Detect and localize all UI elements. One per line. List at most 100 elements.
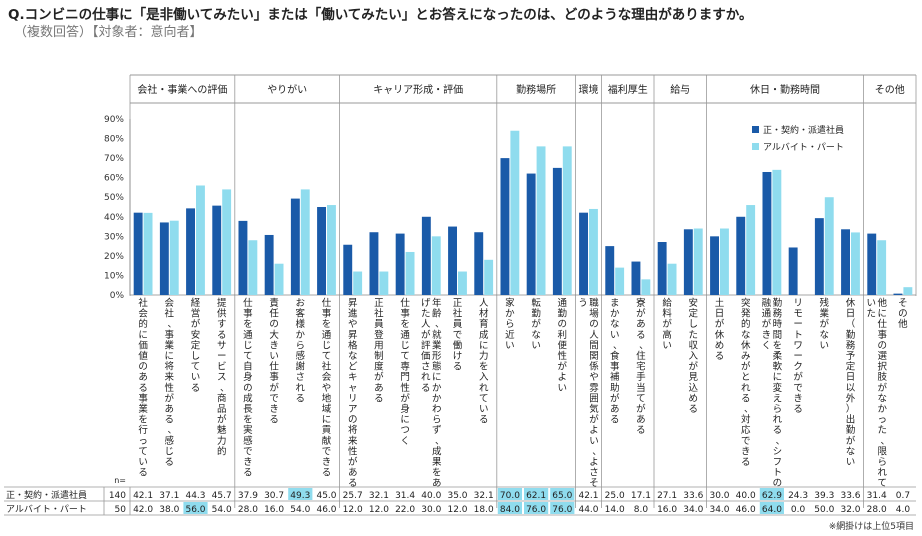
table-cell: 22.0	[395, 505, 415, 515]
bar	[395, 233, 405, 295]
bar	[143, 212, 153, 295]
bar	[317, 207, 326, 295]
bar	[693, 228, 703, 295]
table-cell: 12.0	[447, 505, 467, 515]
bar	[736, 216, 746, 295]
table-cell: 34.0	[709, 505, 729, 515]
table-cell: 84.0	[500, 505, 520, 515]
bar	[327, 205, 336, 295]
table-cell: 12.0	[343, 505, 363, 515]
table-n-value: 140	[109, 491, 126, 501]
y-tick-label: 90%	[104, 115, 124, 125]
table-cell: 76.0	[526, 505, 546, 515]
bar	[867, 233, 877, 295]
table-cell: 25.0	[605, 491, 625, 501]
bar	[605, 246, 615, 295]
category-label: 仕事を通じて自身の成長を実感できる	[243, 297, 253, 479]
table-cell: 46.0	[736, 505, 756, 515]
top5-highlight	[550, 502, 575, 514]
bar	[631, 261, 641, 295]
group-label: やりがい	[267, 83, 307, 96]
bar	[196, 185, 205, 295]
bar	[274, 263, 284, 295]
group-label: その他	[875, 83, 905, 96]
category-label: 他に仕事の選択肢がなかった、限られていた	[866, 297, 890, 489]
table-cell: 28.0	[867, 505, 887, 515]
category-label: 家から近い	[505, 297, 515, 351]
top5-highlight	[524, 502, 549, 514]
table-cell: 37.9	[238, 491, 258, 501]
top5-highlight	[524, 488, 549, 500]
bar	[431, 236, 441, 295]
table-cell: 30.0	[421, 505, 441, 515]
table-cell: 54.0	[290, 505, 310, 515]
table-cell: 35.0	[447, 491, 467, 501]
top5-highlight	[288, 488, 313, 500]
table-cell: 16.0	[264, 505, 284, 515]
bar	[746, 205, 756, 295]
table-cell: 32.1	[369, 491, 389, 501]
bar	[641, 279, 651, 295]
table-cell: 54.0	[212, 505, 232, 515]
category-label: 突発的な休みがとれる、対応できる	[741, 297, 754, 468]
bar	[169, 220, 179, 295]
group-label: 休日・勤務時間	[750, 83, 820, 96]
table-cell: 8.0	[634, 505, 649, 515]
table-cell: 25.7	[343, 491, 363, 501]
bar	[824, 197, 834, 295]
table-cell: 40.0	[736, 491, 756, 501]
group-label: 環境	[579, 83, 599, 96]
bar	[552, 167, 562, 295]
table-cell: 44.3	[185, 491, 205, 501]
group-label: 給与	[670, 83, 690, 96]
legend-label: 正・契約・派遣社員	[763, 124, 844, 136]
group-label: 勤務場所	[516, 83, 556, 96]
bar	[851, 232, 860, 295]
category-label: 提供するサービス、商品が魅力的	[217, 297, 230, 457]
bar	[500, 158, 510, 295]
table-row-label: 正・契約・派遣社員	[6, 489, 87, 501]
y-tick-label: 50%	[104, 193, 124, 203]
y-tick-label: 80%	[104, 135, 124, 145]
table-cell: 32.1	[474, 491, 494, 501]
category-label: お客様から感謝される	[296, 298, 306, 404]
bar	[343, 244, 353, 295]
category-label: 正社員登用制度がある	[374, 298, 384, 404]
bar	[667, 263, 677, 295]
category-label: 経営が安定している	[191, 297, 201, 394]
y-tick-label: 0%	[110, 291, 125, 301]
bar	[353, 271, 363, 295]
bar	[814, 218, 824, 295]
bar	[159, 222, 169, 295]
y-tick-label: 60%	[104, 174, 124, 184]
bar	[772, 169, 782, 295]
category-label: 年齢、就業形態にかかわらず、成果をあげた人が評価される	[421, 297, 445, 489]
bar	[405, 251, 415, 295]
table-cell: 65.0	[552, 491, 572, 501]
bar	[484, 259, 494, 295]
top5-highlight	[497, 488, 522, 500]
table-cell: 4.0	[896, 505, 911, 515]
chart-title: Q.コンビニの仕事に「是非働いてみたい」または「働いてみたい」とお答えになったの…	[8, 7, 753, 23]
y-tick-label: 70%	[104, 154, 124, 164]
y-tick-label: 10%	[104, 271, 124, 281]
table-cell: 64.0	[762, 505, 782, 515]
legend-label: アルバイト・パート	[763, 142, 844, 153]
bar	[212, 205, 222, 295]
bar	[510, 130, 520, 295]
bar	[248, 240, 258, 295]
group-label: キャリア形成・評価	[373, 83, 463, 96]
table-cell: 16.0	[657, 505, 677, 515]
bar	[222, 189, 232, 295]
category-label: 転勤がない	[531, 298, 541, 351]
table-cell: 56.0	[185, 505, 205, 515]
bar	[893, 293, 903, 295]
bar	[369, 232, 379, 295]
table-cell: 24.3	[788, 491, 808, 501]
table-cell: 17.1	[631, 491, 651, 501]
table-cell: 45.0	[316, 491, 336, 501]
bar	[300, 189, 310, 295]
category-label: 正社員で働ける	[453, 298, 463, 373]
legend-swatch	[752, 143, 759, 150]
